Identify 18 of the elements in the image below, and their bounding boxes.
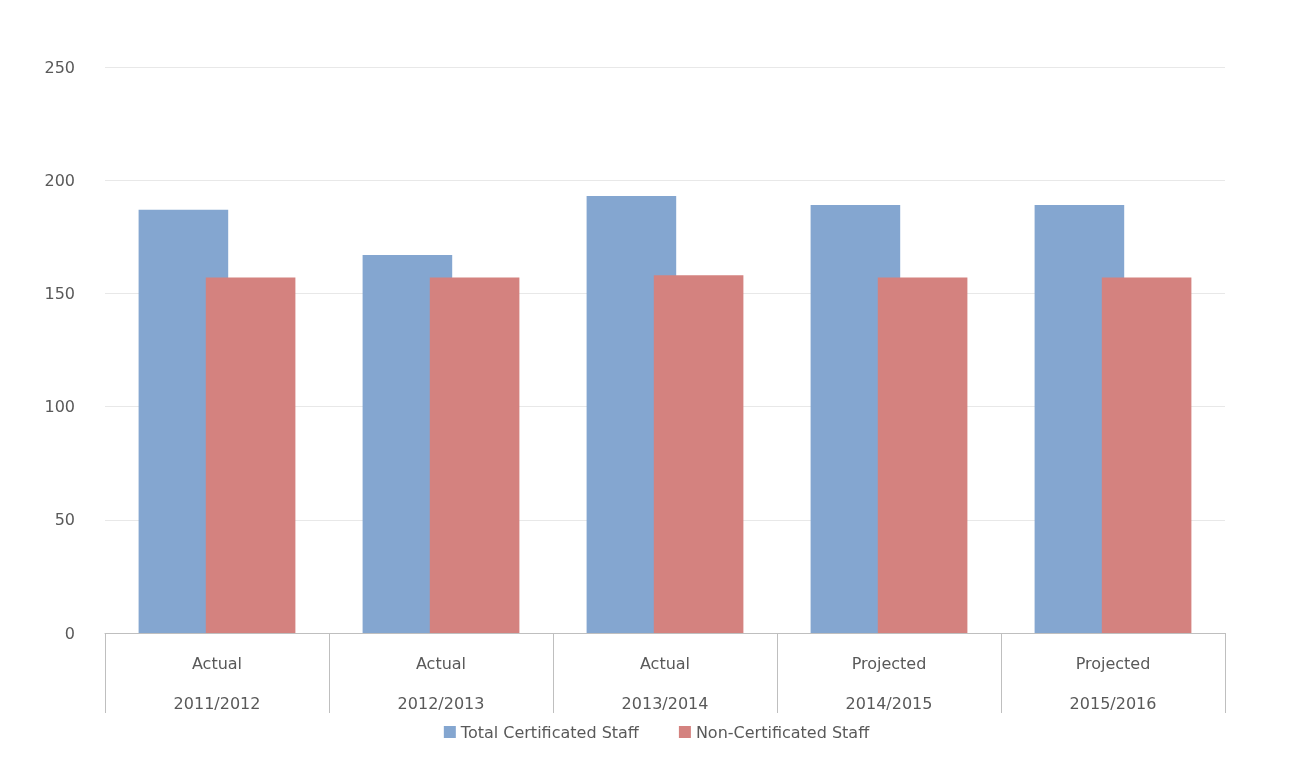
y-tick-label: 150 (44, 283, 75, 303)
bar (877, 277, 968, 633)
bar (429, 277, 520, 633)
y-tick-label: 0 (64, 623, 75, 643)
bar (205, 277, 296, 633)
y-tick-label: 50 (54, 510, 75, 530)
category-label: Actual 2011/2012 (173, 653, 261, 713)
y-tick-label: 200 (44, 170, 75, 190)
bar (653, 275, 744, 633)
category-label: Actual 2012/2013 (397, 653, 485, 713)
legend-label: Total Certificated Staff (459, 722, 640, 742)
y-tick-label: 250 (44, 57, 75, 77)
y-tick-label: 100 (44, 397, 75, 417)
category-label: Actual 2013/2014 (621, 653, 709, 713)
category-label: Projected 2014/2015 (845, 653, 933, 713)
legend-label: Non-Certificated Staff (695, 722, 871, 742)
category-label: Projected 2015/2016 (1069, 653, 1157, 713)
bar (1101, 277, 1192, 633)
